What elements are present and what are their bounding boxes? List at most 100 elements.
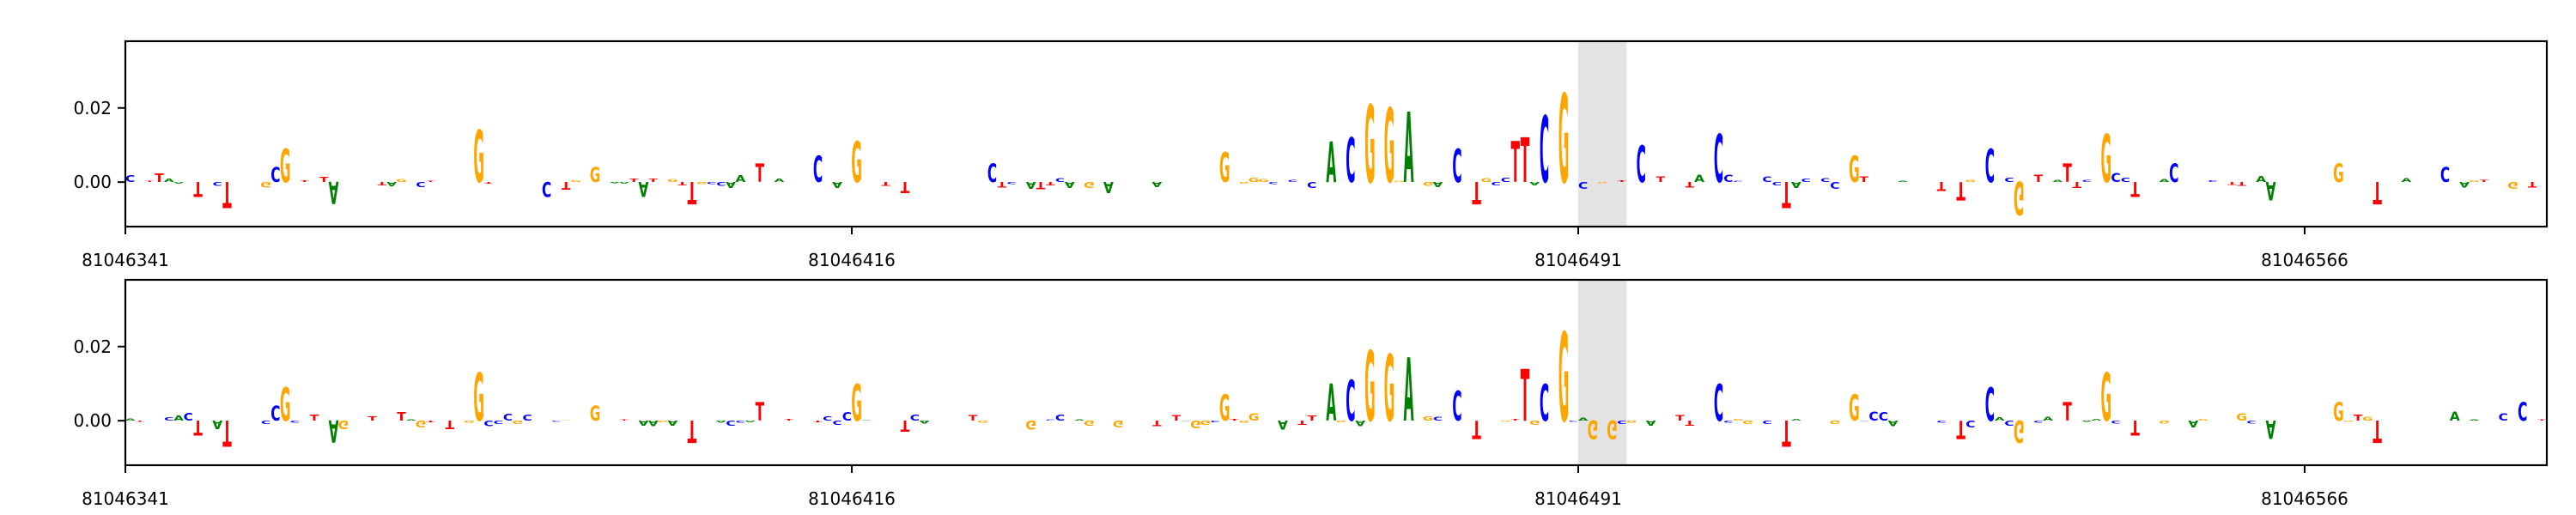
logo-letter-G: G	[2342, 421, 2354, 422]
logo-letter-T: T	[629, 178, 639, 183]
logo-letter-G: G	[1481, 177, 1492, 184]
y-tick-label: 0.02	[73, 98, 112, 118]
logo-letter-C: C	[503, 413, 513, 423]
logo-letter-C: C	[1433, 415, 1443, 421]
logo-letter-A: A	[1791, 179, 1801, 189]
logo-letter-A: A	[610, 182, 621, 184]
logo-letter-T: T	[2073, 179, 2082, 190]
logo-letter-T: T	[2227, 181, 2237, 185]
logo-letter-G: G	[2236, 412, 2247, 424]
logo-letter-C: C	[1268, 181, 1278, 185]
logo-letter-A: A	[2043, 415, 2053, 421]
axes-frame	[125, 280, 2547, 465]
logo-letter-T: T	[756, 159, 764, 189]
logo-letter-G: G	[337, 417, 349, 430]
logo-letter-A: A	[1888, 419, 1899, 427]
logo-letter-T: T	[784, 419, 793, 421]
logo-letter-C: C	[1830, 179, 1839, 190]
logo-letter-A: A	[1074, 419, 1085, 421]
logo-letter-C: C	[987, 159, 997, 189]
logo-letter-C: C	[842, 411, 852, 424]
logo-letter-T: T	[2372, 413, 2382, 447]
logo-letter-C: C	[213, 181, 222, 188]
logo-letter-G: G	[1364, 331, 1376, 443]
logo-letter-G: G	[1849, 150, 1860, 191]
logo-letter-G: G	[1965, 179, 1977, 183]
logo-letter-A: A	[1065, 179, 1075, 189]
logo-letter-G: G	[1335, 421, 1346, 423]
logo-letter-C: C	[125, 174, 135, 185]
logo-letter-T: T	[310, 414, 319, 423]
logo-letter-C: C	[1617, 420, 1626, 425]
logo-letter-T: T	[2528, 180, 2537, 189]
logo-letter-A: A	[619, 181, 630, 184]
logo-letter-C: C	[270, 163, 280, 187]
logo-letter-T: T	[1860, 174, 1869, 184]
logo-letter-C: C	[1879, 411, 1888, 424]
logo-letter-C: C	[1578, 179, 1588, 190]
logo-letter-T: T	[998, 180, 1007, 189]
logo-letter-T: T	[1656, 174, 1666, 184]
logo-letter-C: C	[1288, 179, 1297, 183]
logo-letter-C: C	[164, 416, 173, 421]
logo-letter-A: A	[2450, 409, 2460, 425]
logo-letter-A: A	[2266, 176, 2276, 206]
logo-letter-T: T	[2372, 174, 2382, 209]
logo-letter-A: A	[1578, 417, 1589, 422]
highlight-region	[1578, 41, 1626, 227]
logo-letter-T: T	[397, 411, 406, 424]
logo-letter-C: C	[1452, 142, 1461, 194]
logo-letter-T: T	[2237, 181, 2246, 187]
logo-letter-A: A	[329, 413, 339, 447]
logo-letter-G: G	[1219, 145, 1230, 192]
logo-letter-A: A	[639, 177, 649, 201]
logo-letter-C: C	[261, 420, 270, 425]
logo-letter-C: C	[2004, 419, 2014, 427]
logo-letter-T: T	[1521, 356, 1530, 439]
logo-letter-T: T	[688, 413, 697, 447]
logo-letter-A: A	[1791, 419, 1802, 421]
logo-panel-bottom: A T C A C T A T C C G C T A G T T A G T T GG C C C G C C G G T A A G A T A C C…	[73, 280, 2547, 509]
x-tick-label: 81046341	[82, 488, 169, 509]
logo-letter-T: T	[901, 179, 910, 196]
logo-letter-G: G	[2197, 419, 2208, 421]
logo-letter-G: G	[1742, 420, 1753, 425]
logo-letter-G: G	[1084, 179, 1095, 189]
x-tick-label: 81046416	[808, 488, 896, 509]
logo-letter-T: T	[969, 414, 978, 423]
logo-letter-A: A	[2459, 180, 2470, 190]
logo-letter-G: G	[2333, 159, 2344, 189]
logo-letter-C: C	[1637, 136, 1646, 195]
logo-letter-A: A	[2081, 421, 2093, 422]
logo-letter-T: T	[688, 174, 697, 209]
logo-letter-C: C	[2004, 177, 2014, 184]
logo-letter-T: T	[562, 179, 571, 191]
x-tick-label: 81046341	[82, 250, 169, 270]
logo-letter-C: C	[1055, 177, 1065, 183]
logo-letter-A: A	[1103, 179, 1114, 196]
logo-letter-G: G	[1364, 83, 1376, 208]
logo-letter-A: A	[1404, 93, 1414, 204]
logo-letter-G: G	[2100, 361, 2111, 438]
logo-letter-G: G	[1025, 417, 1036, 431]
logo-letter-T: T	[222, 412, 232, 453]
y-tick-label: 0.02	[73, 336, 112, 357]
logo-letter-A: A	[639, 419, 649, 427]
logo-letter-C: C	[2499, 413, 2508, 424]
logo-letter-C: C	[1346, 370, 1355, 435]
logo-letter-A: A	[173, 415, 185, 422]
logo-letter-T: T	[2130, 177, 2140, 201]
logo-letter-C: C	[270, 402, 280, 426]
logo-letter-G: G	[1190, 418, 1201, 430]
logo-letter-A: A	[1995, 416, 2005, 421]
logo-letter-C: C	[726, 419, 735, 427]
logo-letter-C: C	[2033, 420, 2043, 423]
logo-letter-T: T	[901, 417, 910, 434]
logo-letter-T: T	[2537, 420, 2547, 421]
logo-letter-T: T	[1172, 415, 1182, 423]
logo-letter-C: C	[1569, 421, 1578, 422]
logo-letter-T: T	[193, 415, 203, 439]
logo-letter-G: G	[977, 420, 988, 423]
logo-letter-G: G	[1529, 419, 1540, 426]
